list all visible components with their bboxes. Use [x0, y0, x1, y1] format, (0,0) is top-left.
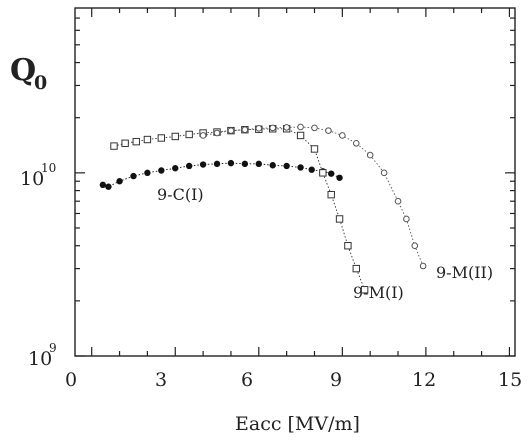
data-point-9-C(I) [328, 170, 335, 177]
data-point-9-C(I) [172, 165, 179, 172]
data-point-9-C(I) [105, 183, 112, 190]
x-tick-label-0: 0 [65, 369, 77, 391]
series-line-9-C(I) [102, 162, 340, 188]
data-point-9-M(I) [310, 145, 319, 153]
data-point-9-C(I) [199, 161, 207, 168]
data-point-9-M(I) [143, 135, 152, 144]
data-point-9-M(I) [327, 190, 335, 199]
data-point-9-M(II) [241, 126, 249, 134]
data-marks [99, 123, 427, 294]
data-point-9-C(I) [144, 169, 151, 177]
data-point-9-C(I) [213, 160, 221, 168]
data-point-9-M(II) [297, 123, 304, 131]
svg-text:10: 10 [28, 348, 52, 370]
axis-ticks [75, 8, 515, 357]
data-point-9-M(I) [360, 286, 369, 294]
data-point-9-C(I) [297, 164, 304, 171]
data-point-9-M(II) [269, 124, 277, 132]
label-9-c-i: 9-C(I) [157, 185, 204, 204]
y-axis-label: Q [10, 53, 36, 88]
data-point-9-M(II) [394, 197, 402, 205]
data-point-9-M(I) [335, 215, 344, 223]
data-point-9-M(II) [227, 127, 235, 134]
data-point-9-C(I) [116, 178, 123, 185]
data-point-9-M(II) [199, 132, 207, 139]
x-tick-label-12: 12 [412, 369, 436, 391]
data-point-9-M(II) [411, 242, 419, 250]
x-tick-label-15: 15 [498, 369, 522, 391]
data-point-9-M(I) [171, 132, 179, 141]
data-point-9-M(II) [366, 151, 374, 159]
data-point-9-M(II) [213, 129, 221, 137]
data-point-9-C(I) [99, 181, 107, 189]
label-9-m-ii: 9-M(II) [436, 263, 493, 282]
y-axis-label-subscript: 0 [34, 72, 47, 94]
data-point-9-C(I) [308, 166, 315, 173]
y-tick-label-1e10: 10 10 [20, 161, 56, 190]
data-point-9-C(I) [227, 159, 235, 167]
data-point-9-C(I) [130, 172, 137, 180]
data-point-9-M(II) [255, 125, 263, 132]
x-axis-label: Eacc [MV/m] [235, 413, 360, 435]
x-tick-label-9: 9 [330, 369, 342, 391]
data-point-9-M(II) [403, 215, 410, 223]
label-9-m-i: 9-M(I) [353, 283, 404, 302]
series-line-9-M(I) [113, 128, 366, 290]
svg-text:9: 9 [49, 341, 57, 355]
data-point-9-M(II) [380, 169, 388, 177]
data-point-9-M(II) [352, 139, 360, 147]
data-point-9-M(I) [344, 242, 352, 250]
data-point-9-M(I) [296, 131, 305, 140]
data-point-9-M(II) [283, 124, 290, 131]
data-point-9-M(I) [319, 169, 327, 177]
data-point-9-C(I) [241, 160, 249, 168]
data-point-9-C(I) [283, 162, 290, 170]
x-tick-label-3: 3 [155, 369, 167, 391]
data-point-9-M(I) [110, 142, 118, 150]
y-tick-label-1e9: 10 9 [28, 341, 57, 370]
data-point-9-M(I) [352, 264, 360, 273]
plot-frame [74, 7, 516, 357]
svg-text:10: 10 [20, 168, 44, 190]
data-point-9-M(II) [325, 127, 332, 134]
data-point-9-C(I) [185, 162, 193, 170]
data-point-9-M(I) [157, 134, 166, 142]
data-point-9-C(I) [255, 160, 262, 168]
data-point-9-M(I) [132, 137, 140, 146]
data-point-9-M(II) [311, 124, 318, 132]
svg-text:10: 10 [41, 161, 56, 175]
data-point-9-C(I) [269, 162, 276, 169]
data-point-9-M(II) [339, 132, 346, 139]
data-point-9-C(I) [336, 174, 343, 181]
data-point-9-M(I) [185, 130, 193, 139]
data-point-9-M(II) [419, 262, 427, 270]
data-point-9-M(I) [121, 139, 129, 147]
x-tick-label-6: 6 [241, 369, 253, 391]
data-point-9-C(I) [158, 167, 165, 174]
